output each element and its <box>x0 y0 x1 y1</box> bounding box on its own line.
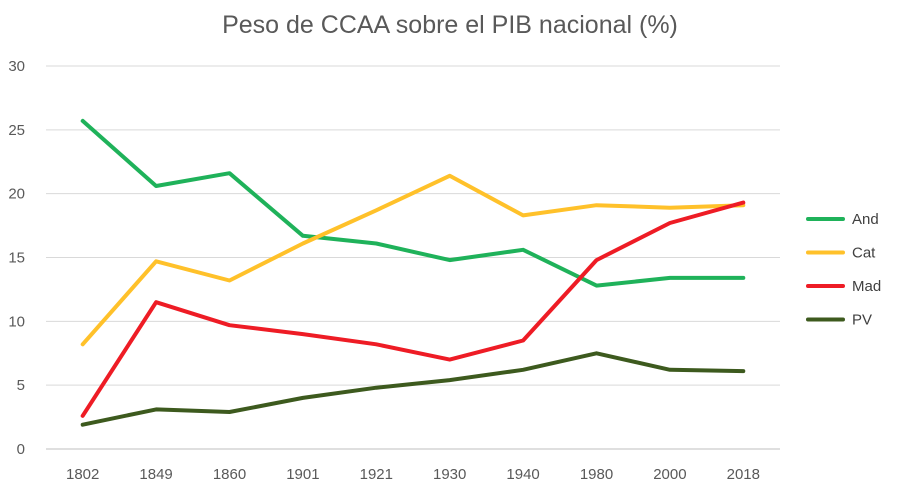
x-tick-label: 1930 <box>433 466 466 483</box>
y-tick-label: 20 <box>8 186 25 203</box>
legend: And Cat Mad PV <box>806 211 881 329</box>
x-tick-label: 1921 <box>360 466 393 483</box>
series-line-and <box>80 118 746 288</box>
x-tick-label: 1802 <box>66 466 99 483</box>
gridlines <box>46 65 780 450</box>
y-tick-label: 25 <box>8 122 25 139</box>
series-line-cat <box>80 173 746 347</box>
y-tick-label: 30 <box>8 58 25 75</box>
x-tick-label: 1980 <box>580 466 613 483</box>
series-line-mad <box>80 200 746 418</box>
y-tick-label: 10 <box>8 313 25 330</box>
legend-label-mad: Mad <box>852 278 881 295</box>
legend-label-cat: Cat <box>852 245 876 262</box>
legend-label-pv: PV <box>852 312 872 329</box>
x-tick-label: 1901 <box>286 466 319 483</box>
y-tick-label: 5 <box>17 377 25 394</box>
x-tick-label: 1849 <box>139 466 172 483</box>
x-tick-label: 2000 <box>653 466 686 483</box>
chart-title: Peso de CCAA sobre el PIB nacional (%) <box>222 11 678 39</box>
series-lines <box>80 118 746 427</box>
y-axis-ticks: 0 5 10 15 20 25 30 <box>8 58 25 458</box>
y-tick-label: 15 <box>8 250 25 267</box>
x-tick-label: 1860 <box>213 466 246 483</box>
series-line-pv <box>80 351 746 427</box>
x-axis-ticks: 1802 1849 1860 1901 1921 1930 1940 1980 2000 2018 <box>66 466 760 483</box>
x-tick-label: 1940 <box>506 466 539 483</box>
legend-label-and: And <box>852 211 879 228</box>
x-tick-label: 2018 <box>727 466 760 483</box>
y-tick-label: 0 <box>17 441 25 458</box>
